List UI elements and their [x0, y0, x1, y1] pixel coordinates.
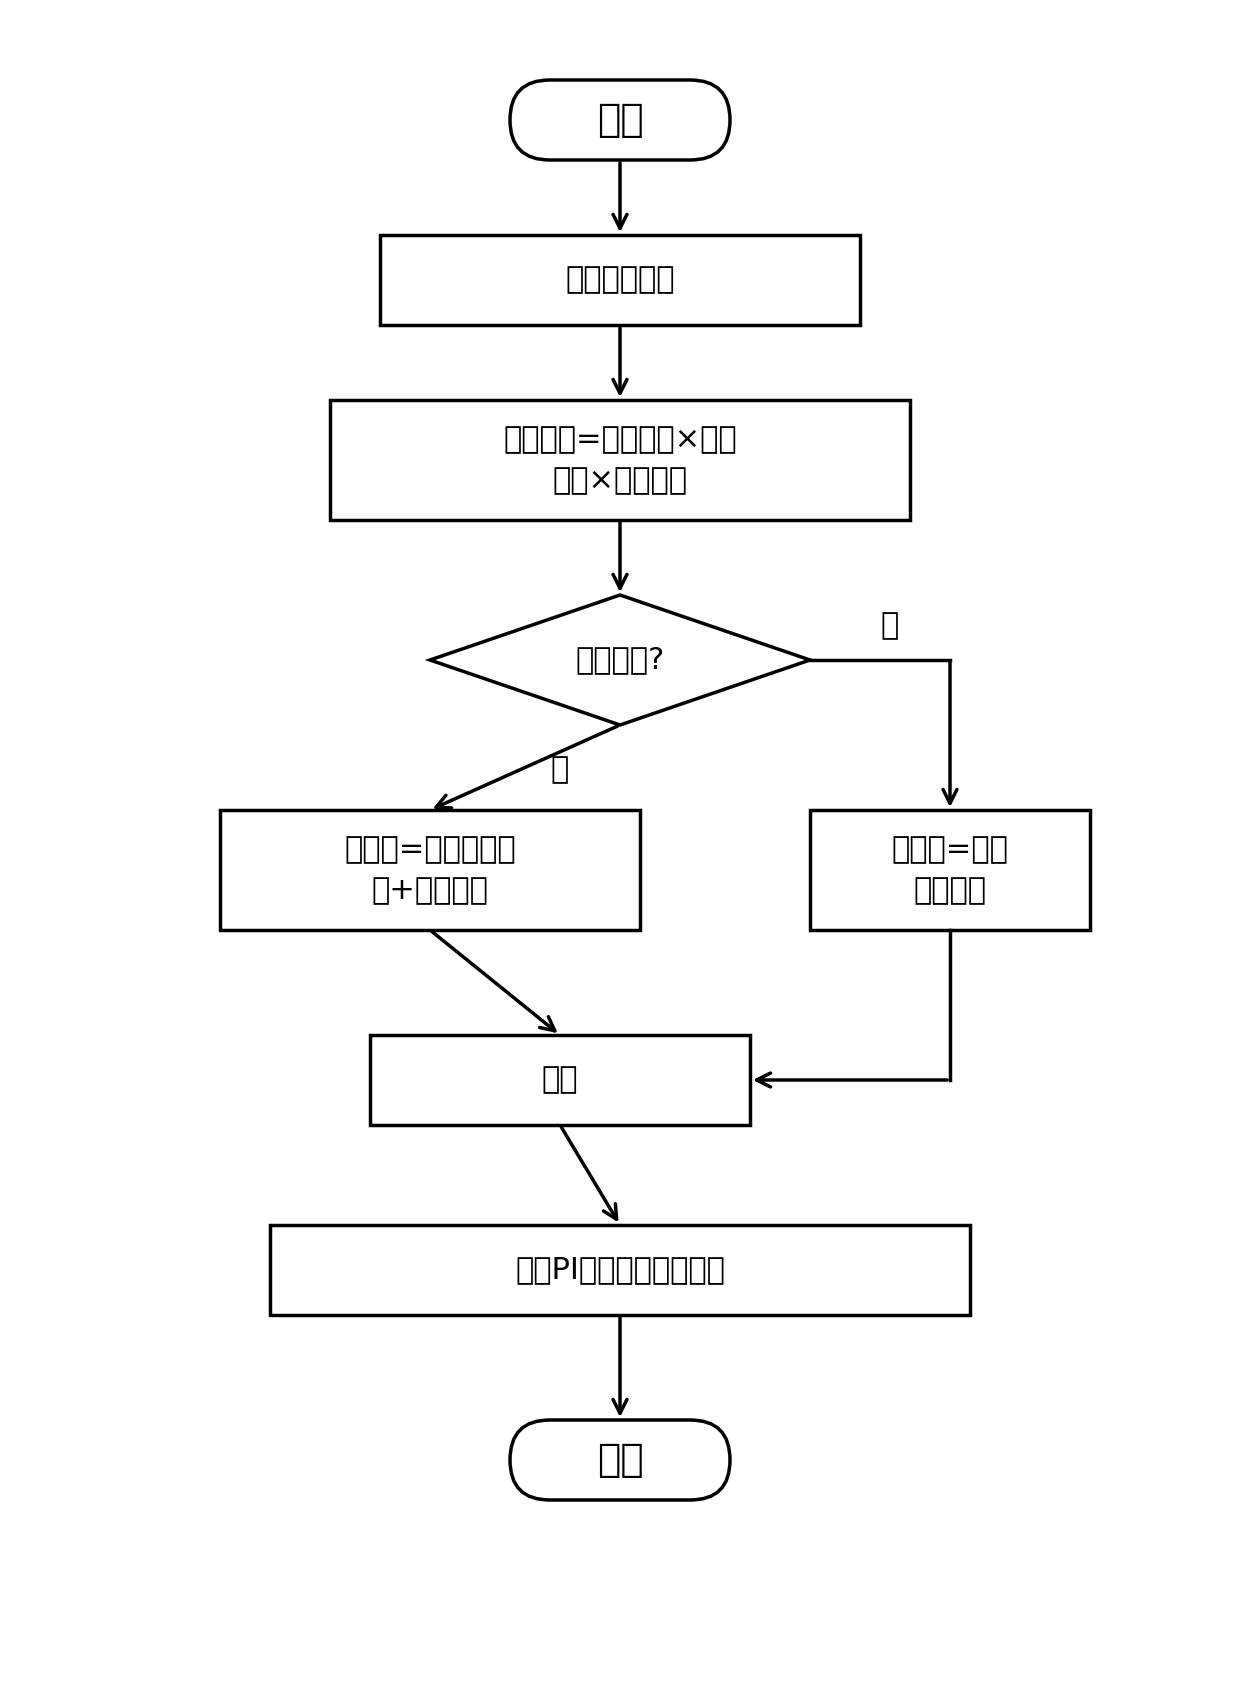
Bar: [810, 810, 1090, 931]
Text: 补偿电压=单线压降×补偿
系数×校准系数: 补偿电压=单线压降×补偿 系数×校准系数: [503, 425, 737, 495]
Text: 给定值=补偿
前给定值: 给定值=补偿 前给定值: [892, 836, 1008, 905]
Text: 是否补偿?: 是否补偿?: [575, 646, 665, 675]
Text: 结束: 结束: [596, 1441, 644, 1480]
Text: 滤波: 滤波: [542, 1066, 578, 1095]
Bar: [330, 400, 910, 520]
Text: 否: 否: [880, 610, 899, 641]
Bar: [270, 1225, 970, 1315]
FancyBboxPatch shape: [510, 80, 730, 159]
Bar: [219, 810, 640, 931]
Text: 开始: 开始: [596, 102, 644, 139]
Polygon shape: [430, 595, 810, 725]
Bar: [379, 236, 861, 325]
FancyBboxPatch shape: [510, 1420, 730, 1500]
Text: 是: 是: [551, 754, 569, 785]
Text: 给定值=补偿前给定
值+补偿电压: 给定值=补偿前给定 值+补偿电压: [345, 836, 516, 905]
Bar: [370, 1036, 750, 1125]
Text: 数字PI控制调节输出电压: 数字PI控制调节输出电压: [515, 1256, 725, 1285]
Text: 单线压降采样: 单线压降采样: [565, 266, 675, 295]
